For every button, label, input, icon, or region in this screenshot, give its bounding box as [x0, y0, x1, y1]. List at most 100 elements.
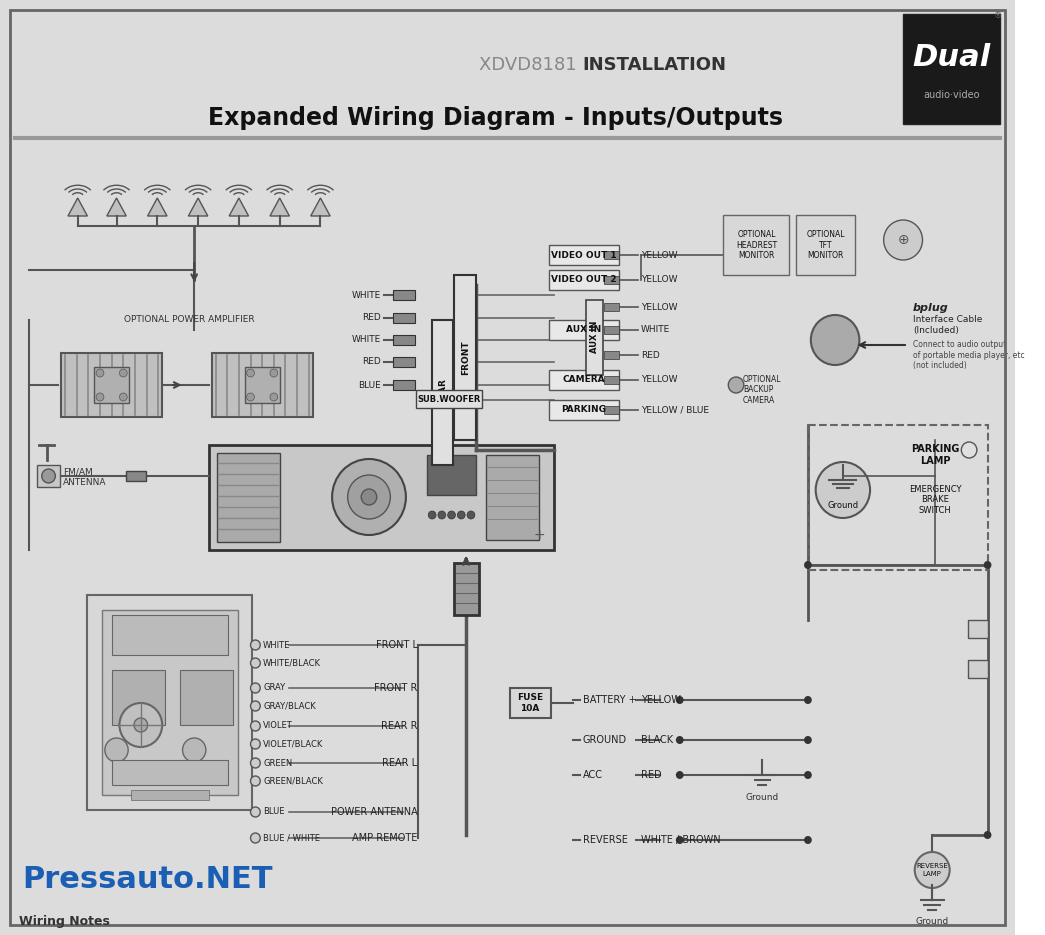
Polygon shape: [107, 198, 126, 216]
Text: POWER ANTENNA: POWER ANTENNA: [331, 807, 418, 817]
Circle shape: [362, 489, 377, 505]
Bar: [112, 670, 165, 725]
Bar: [604, 276, 619, 284]
Circle shape: [251, 658, 260, 668]
Text: RED: RED: [362, 357, 380, 367]
Text: BLUE: BLUE: [357, 381, 380, 390]
Circle shape: [884, 220, 923, 260]
Circle shape: [119, 393, 127, 401]
Bar: [549, 320, 619, 340]
Bar: [393, 357, 415, 367]
Bar: [180, 670, 233, 725]
Text: OPTIONAL
BACKUP
CAMERA: OPTIONAL BACKUP CAMERA: [743, 375, 782, 405]
Bar: [37, 465, 61, 487]
Polygon shape: [62, 353, 162, 417]
Text: AMP REMOTE: AMP REMOTE: [352, 833, 418, 843]
Text: RED: RED: [641, 770, 661, 780]
Text: PARKING: PARKING: [561, 406, 606, 414]
Circle shape: [676, 736, 683, 744]
Circle shape: [247, 369, 254, 377]
Bar: [393, 335, 415, 345]
Bar: [723, 215, 789, 275]
Circle shape: [251, 758, 260, 768]
Bar: [455, 275, 475, 440]
Text: WHITE: WHITE: [641, 325, 670, 335]
Polygon shape: [310, 198, 330, 216]
Circle shape: [804, 736, 812, 744]
Text: SUB.WOOFER: SUB.WOOFER: [417, 396, 481, 405]
Text: EMERGENCY
BRAKE
SWITCH: EMERGENCY BRAKE SWITCH: [909, 485, 961, 515]
Polygon shape: [188, 198, 208, 216]
Text: VIDEO OUT 1: VIDEO OUT 1: [551, 251, 617, 260]
Circle shape: [447, 511, 456, 519]
Bar: [604, 406, 619, 414]
Text: audio·video: audio·video: [924, 90, 980, 100]
Bar: [604, 251, 619, 259]
Text: WHITE: WHITE: [263, 640, 291, 650]
Circle shape: [676, 836, 683, 844]
Text: WHITE/BLACK: WHITE/BLACK: [263, 658, 321, 668]
Text: INSTALLATION: INSTALLATION: [583, 56, 726, 74]
Bar: [549, 270, 619, 290]
Polygon shape: [229, 198, 249, 216]
Bar: [245, 367, 280, 403]
Bar: [126, 471, 145, 481]
Circle shape: [251, 807, 260, 817]
Text: GROUND: GROUND: [583, 735, 627, 745]
Bar: [968, 660, 988, 678]
Circle shape: [96, 369, 103, 377]
Bar: [393, 380, 415, 390]
Text: FM/AM
ANTENNA: FM/AM ANTENNA: [63, 468, 107, 487]
Circle shape: [816, 462, 870, 518]
Text: CAMERA: CAMERA: [562, 376, 605, 384]
Text: BATTERY +: BATTERY +: [583, 695, 640, 705]
Circle shape: [804, 836, 812, 844]
Circle shape: [42, 469, 55, 483]
Circle shape: [251, 701, 260, 711]
Text: GREEN/BLACK: GREEN/BLACK: [263, 776, 323, 785]
Bar: [903, 14, 1000, 124]
Text: GREEN: GREEN: [263, 758, 293, 768]
Polygon shape: [147, 198, 167, 216]
Polygon shape: [68, 198, 88, 216]
Text: FRONT: FRONT: [461, 340, 469, 375]
Circle shape: [804, 771, 812, 779]
Text: YELLOW: YELLOW: [641, 376, 677, 384]
Circle shape: [676, 771, 683, 779]
Text: YELLOW / BLUE: YELLOW / BLUE: [641, 406, 709, 414]
Text: Expanded Wiring Diagram - Inputs/Outputs: Expanded Wiring Diagram - Inputs/Outputs: [208, 106, 783, 130]
Circle shape: [804, 561, 812, 569]
Circle shape: [348, 475, 391, 519]
Text: WHITE: WHITE: [351, 291, 380, 299]
Circle shape: [183, 738, 206, 762]
Circle shape: [332, 459, 405, 535]
Bar: [888, 230, 918, 250]
Polygon shape: [270, 198, 289, 216]
Text: WHITE / BROWN: WHITE / BROWN: [641, 835, 720, 845]
Bar: [808, 425, 988, 570]
Circle shape: [251, 721, 260, 731]
Text: REVERSE: REVERSE: [583, 835, 627, 845]
Bar: [585, 300, 603, 375]
Circle shape: [914, 852, 950, 888]
Bar: [112, 760, 228, 785]
Circle shape: [983, 561, 992, 569]
Text: +: +: [533, 528, 544, 542]
Circle shape: [247, 393, 254, 401]
Bar: [102, 610, 238, 795]
Text: REAR R: REAR R: [381, 721, 418, 731]
Text: BLACK: BLACK: [641, 735, 673, 745]
Circle shape: [676, 696, 683, 704]
Text: YELLOW: YELLOW: [641, 695, 680, 705]
Circle shape: [251, 776, 260, 786]
Bar: [131, 790, 209, 800]
Text: RED: RED: [362, 313, 380, 323]
Circle shape: [251, 833, 260, 843]
Circle shape: [134, 718, 147, 732]
Text: RED: RED: [641, 351, 659, 359]
Bar: [88, 595, 253, 810]
Circle shape: [251, 640, 260, 650]
Bar: [510, 688, 551, 718]
Text: ⊕: ⊕: [898, 233, 909, 247]
Text: Ground: Ground: [746, 793, 779, 801]
